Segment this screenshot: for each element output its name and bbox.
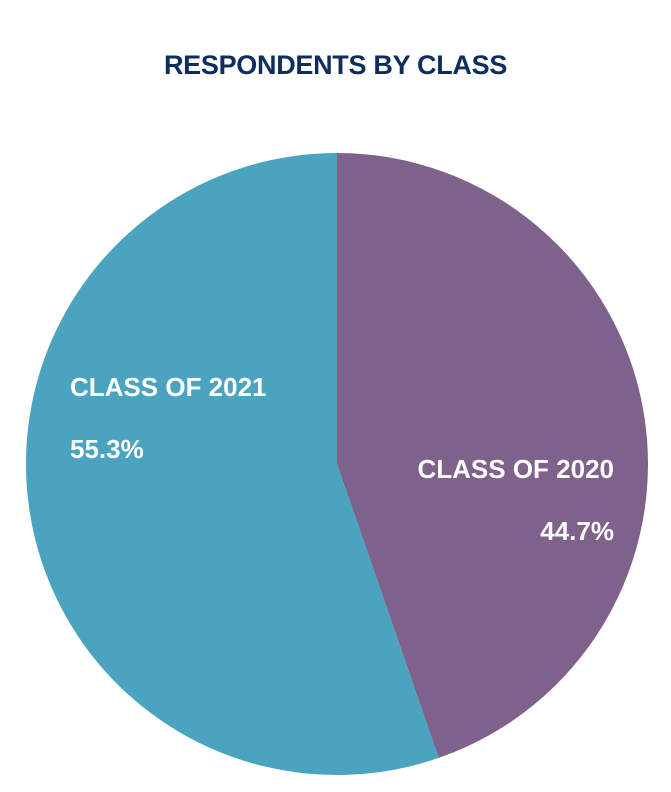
chart-title: RESPONDENTS BY CLASS	[163, 50, 508, 80]
slice-value-label: 55.3%	[70, 434, 144, 464]
slice-value-label: 44.7%	[540, 516, 614, 546]
slice-label: CLASS OF 2021	[70, 372, 267, 402]
pie-slice-1	[337, 153, 648, 758]
pie-slice-2	[25, 153, 439, 775]
slice-label: CLASS OF 2020	[417, 454, 614, 484]
